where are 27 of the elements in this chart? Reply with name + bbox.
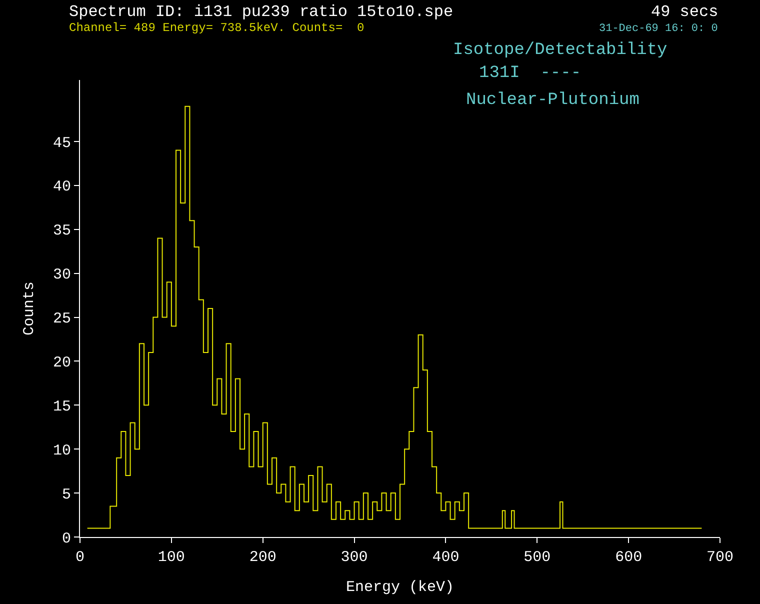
y-tick-label: 35 [52, 222, 71, 240]
x-tick-label: 300 [340, 549, 368, 566]
chart-title: Spectrum ID: i131 pu239 ratio 15to10.spe [69, 3, 454, 21]
x-tick-label: 500 [524, 549, 551, 566]
text: 49 secs [651, 3, 718, 21]
y-tick-label: 5 [62, 486, 71, 504]
y-tick-label: 45 [52, 134, 71, 152]
y-tick-label: 30 [52, 266, 71, 284]
x-tick-label: 600 [615, 549, 642, 566]
y-tick-label: 0 [62, 530, 71, 548]
x-axis-title: Energy (keV) [346, 579, 454, 596]
x-tick-label: 100 [158, 549, 185, 566]
y-tick-label: 40 [52, 178, 71, 196]
y-tick-label: 25 [52, 310, 71, 328]
y-tick-label: 15 [52, 398, 71, 416]
x-tick-label: 200 [249, 549, 276, 566]
y-axis-title: Counts [21, 281, 38, 336]
text: Isotope/Detectability [453, 41, 668, 60]
annotation: Nuclear-Plutonium [466, 91, 640, 110]
annotation: 131I ---- [479, 64, 582, 83]
x-tick-label: 700 [706, 549, 734, 566]
y-tick-label: 20 [52, 354, 71, 372]
y-tick-label: 10 [52, 442, 71, 460]
chart-subtitle: Channel= 489 Energy= 738.5keV. Counts= 0 [69, 21, 364, 35]
x-tick-label: 400 [432, 549, 460, 566]
x-tick-label: 0 [75, 549, 85, 566]
text: 31-Dec-69 16: 0: 0 [599, 23, 718, 35]
